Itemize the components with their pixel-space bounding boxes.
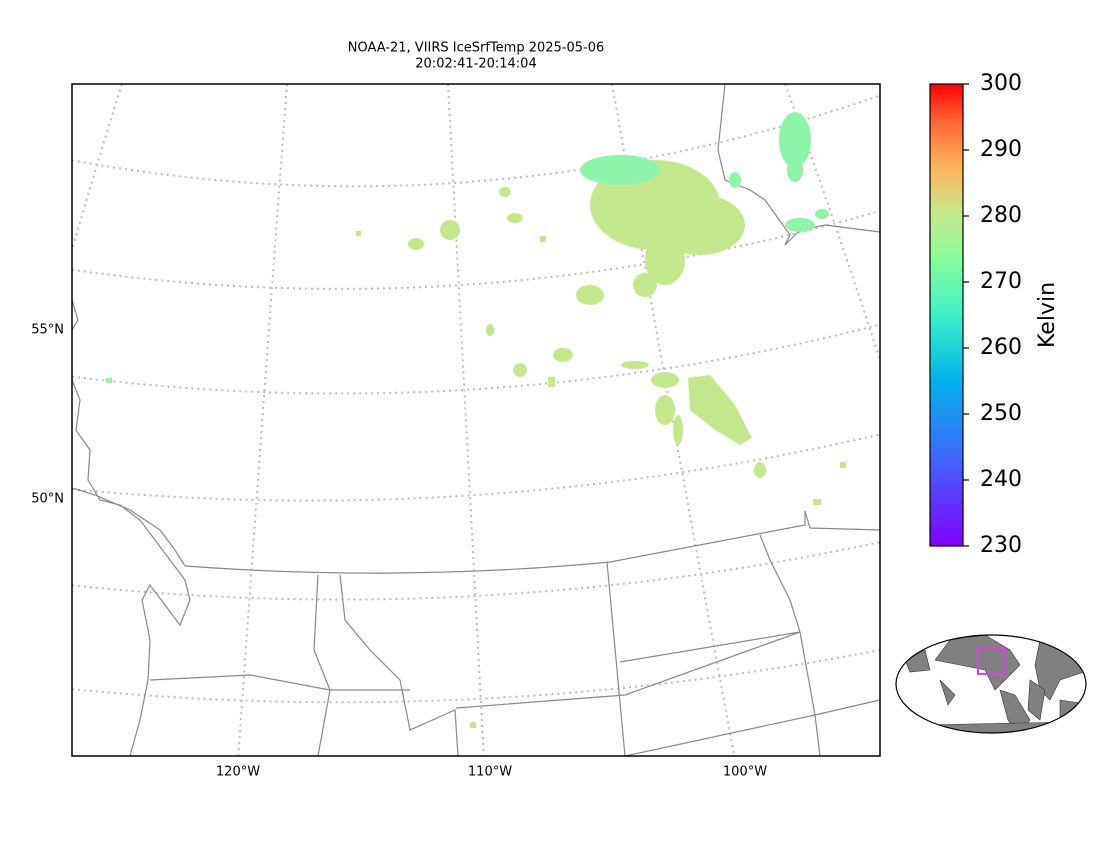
map xyxy=(72,84,880,756)
inset-globe xyxy=(895,634,1087,734)
colorbar-tick-label: 280 xyxy=(980,203,1022,228)
title-line: 20:02:41-20:14:04 xyxy=(415,57,536,72)
map-frame xyxy=(71,83,881,757)
colorbar-tick-label: 290 xyxy=(980,137,1022,162)
colorbar xyxy=(929,83,964,547)
colorbar-tick-label: 270 xyxy=(980,269,1022,294)
title-line: NOAA-21, VIIRS IceSrfTemp 2025-05-06 xyxy=(348,41,605,56)
lon-label: 100°W xyxy=(723,765,767,780)
colorbar-ticks: 230 240 250 260 270 280 290 300 xyxy=(963,71,1022,558)
colorbar-tick-label: 300 xyxy=(980,71,1022,96)
colorbar-tick-label: 240 xyxy=(980,467,1022,492)
lon-label: 110°W xyxy=(468,765,512,780)
colorbar-tick-label: 250 xyxy=(980,401,1022,426)
ice-pixels xyxy=(106,112,846,728)
colorbar-tick-label: 260 xyxy=(980,335,1022,360)
lat-label: 55°N xyxy=(31,323,64,338)
lon-label: 120°W xyxy=(216,765,260,780)
colorbar-label: Kelvin xyxy=(1035,282,1060,348)
lat-label: 50°N xyxy=(31,492,64,507)
colorbar-tick-label: 230 xyxy=(980,533,1022,558)
